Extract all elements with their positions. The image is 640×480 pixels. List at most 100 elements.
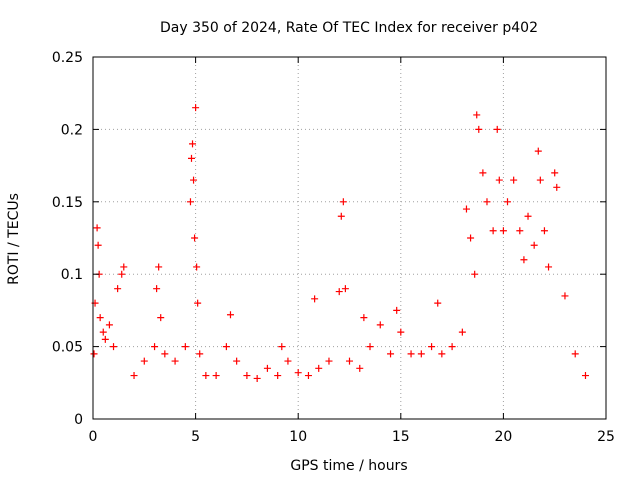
data-point xyxy=(387,350,395,358)
data-point xyxy=(483,198,491,206)
x-tick-label: 25 xyxy=(597,429,615,445)
data-point xyxy=(458,328,466,336)
data-point xyxy=(448,343,456,351)
data-point xyxy=(155,263,163,271)
y-tick-label: 0.1 xyxy=(61,267,83,283)
data-point xyxy=(516,227,524,235)
data-point xyxy=(335,288,343,296)
data-point xyxy=(581,372,589,380)
data-point xyxy=(393,306,401,314)
data-point xyxy=(263,364,271,372)
data-points xyxy=(90,104,589,382)
data-point xyxy=(202,372,210,380)
data-point xyxy=(475,125,483,133)
data-point xyxy=(536,176,544,184)
data-point xyxy=(192,104,200,112)
y-tick-label: 0.15 xyxy=(52,195,83,211)
data-point xyxy=(278,343,286,351)
data-point xyxy=(434,299,442,307)
data-point xyxy=(304,372,312,380)
data-point xyxy=(551,169,559,177)
y-tick-label: 0.05 xyxy=(52,340,83,356)
data-point xyxy=(407,350,415,358)
data-point xyxy=(524,212,532,220)
data-point xyxy=(530,241,538,249)
data-point xyxy=(284,357,292,365)
data-point xyxy=(233,357,241,365)
data-point xyxy=(504,198,512,206)
data-point xyxy=(212,372,220,380)
data-point xyxy=(90,350,98,358)
x-tick-label: 20 xyxy=(494,429,512,445)
data-point xyxy=(130,372,138,380)
data-point xyxy=(196,350,204,358)
data-point xyxy=(311,295,319,303)
data-point xyxy=(105,321,113,329)
data-point xyxy=(341,285,349,293)
data-point xyxy=(171,357,179,365)
data-point xyxy=(545,263,553,271)
data-point xyxy=(489,227,497,235)
data-point xyxy=(253,374,261,382)
data-point xyxy=(397,328,405,336)
data-point xyxy=(94,241,102,249)
data-point xyxy=(101,335,109,343)
data-point xyxy=(186,198,194,206)
data-point xyxy=(193,263,201,271)
data-point xyxy=(243,372,251,380)
axis-ticks: 0 5 10 15 20 25 0 0.05 0.1 0.15 0.2 0.25 xyxy=(52,50,615,445)
data-point xyxy=(339,198,347,206)
data-point xyxy=(294,369,302,377)
data-point xyxy=(194,299,202,307)
data-point xyxy=(360,314,368,322)
data-point xyxy=(140,357,148,365)
y-axis-label: ROTI / TECUs xyxy=(6,193,22,285)
data-point xyxy=(99,328,107,336)
x-tick-label: 15 xyxy=(392,429,410,445)
data-point xyxy=(189,140,197,148)
data-point xyxy=(325,357,333,365)
data-point xyxy=(187,154,195,162)
plot-frame xyxy=(92,56,607,420)
data-point xyxy=(510,176,518,184)
data-point xyxy=(93,224,101,232)
data-point xyxy=(96,314,104,322)
data-point xyxy=(366,343,374,351)
data-point xyxy=(493,125,501,133)
data-point xyxy=(462,205,470,213)
data-point xyxy=(120,263,128,271)
data-point xyxy=(553,183,561,191)
data-point xyxy=(346,357,353,365)
data-point xyxy=(473,111,481,119)
x-tick-label: 5 xyxy=(191,429,200,445)
y-tick-label: 0 xyxy=(74,412,83,428)
data-point xyxy=(417,350,425,358)
data-point xyxy=(428,343,436,351)
data-point xyxy=(495,176,503,184)
grid-lines xyxy=(93,57,606,419)
data-point xyxy=(222,343,230,351)
x-tick-label: 10 xyxy=(289,429,307,445)
data-point xyxy=(114,285,122,293)
y-tick-label: 0.25 xyxy=(52,50,83,66)
x-tick-label: 0 xyxy=(89,429,98,445)
data-point xyxy=(153,285,161,293)
data-point xyxy=(151,343,159,351)
data-point xyxy=(571,350,579,358)
data-point xyxy=(471,270,479,278)
data-point xyxy=(190,176,198,184)
y-tick-label: 0.2 xyxy=(61,122,83,138)
data-point xyxy=(191,234,199,242)
data-point xyxy=(157,314,165,322)
data-point xyxy=(161,350,169,358)
data-point xyxy=(118,270,126,278)
data-point xyxy=(110,343,118,351)
data-point xyxy=(337,212,345,220)
data-point xyxy=(479,169,487,177)
data-point xyxy=(226,311,234,319)
data-point xyxy=(540,227,548,235)
chart-title: Day 350 of 2024, Rate Of TEC Index for r… xyxy=(160,20,538,36)
data-point xyxy=(181,343,189,351)
data-point xyxy=(467,234,475,242)
